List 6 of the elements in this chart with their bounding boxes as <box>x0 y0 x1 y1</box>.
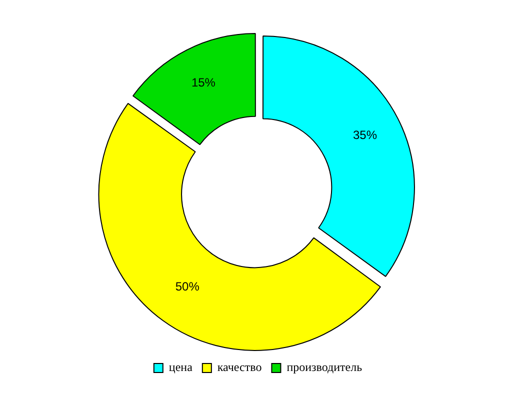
data-label: 35% <box>353 128 378 142</box>
legend-label: цена <box>168 360 194 374</box>
data-label: 50% <box>175 279 200 294</box>
data-label: 15% <box>191 75 216 90</box>
legend-label: качество <box>217 360 262 374</box>
legend-label: производитель <box>286 360 363 374</box>
